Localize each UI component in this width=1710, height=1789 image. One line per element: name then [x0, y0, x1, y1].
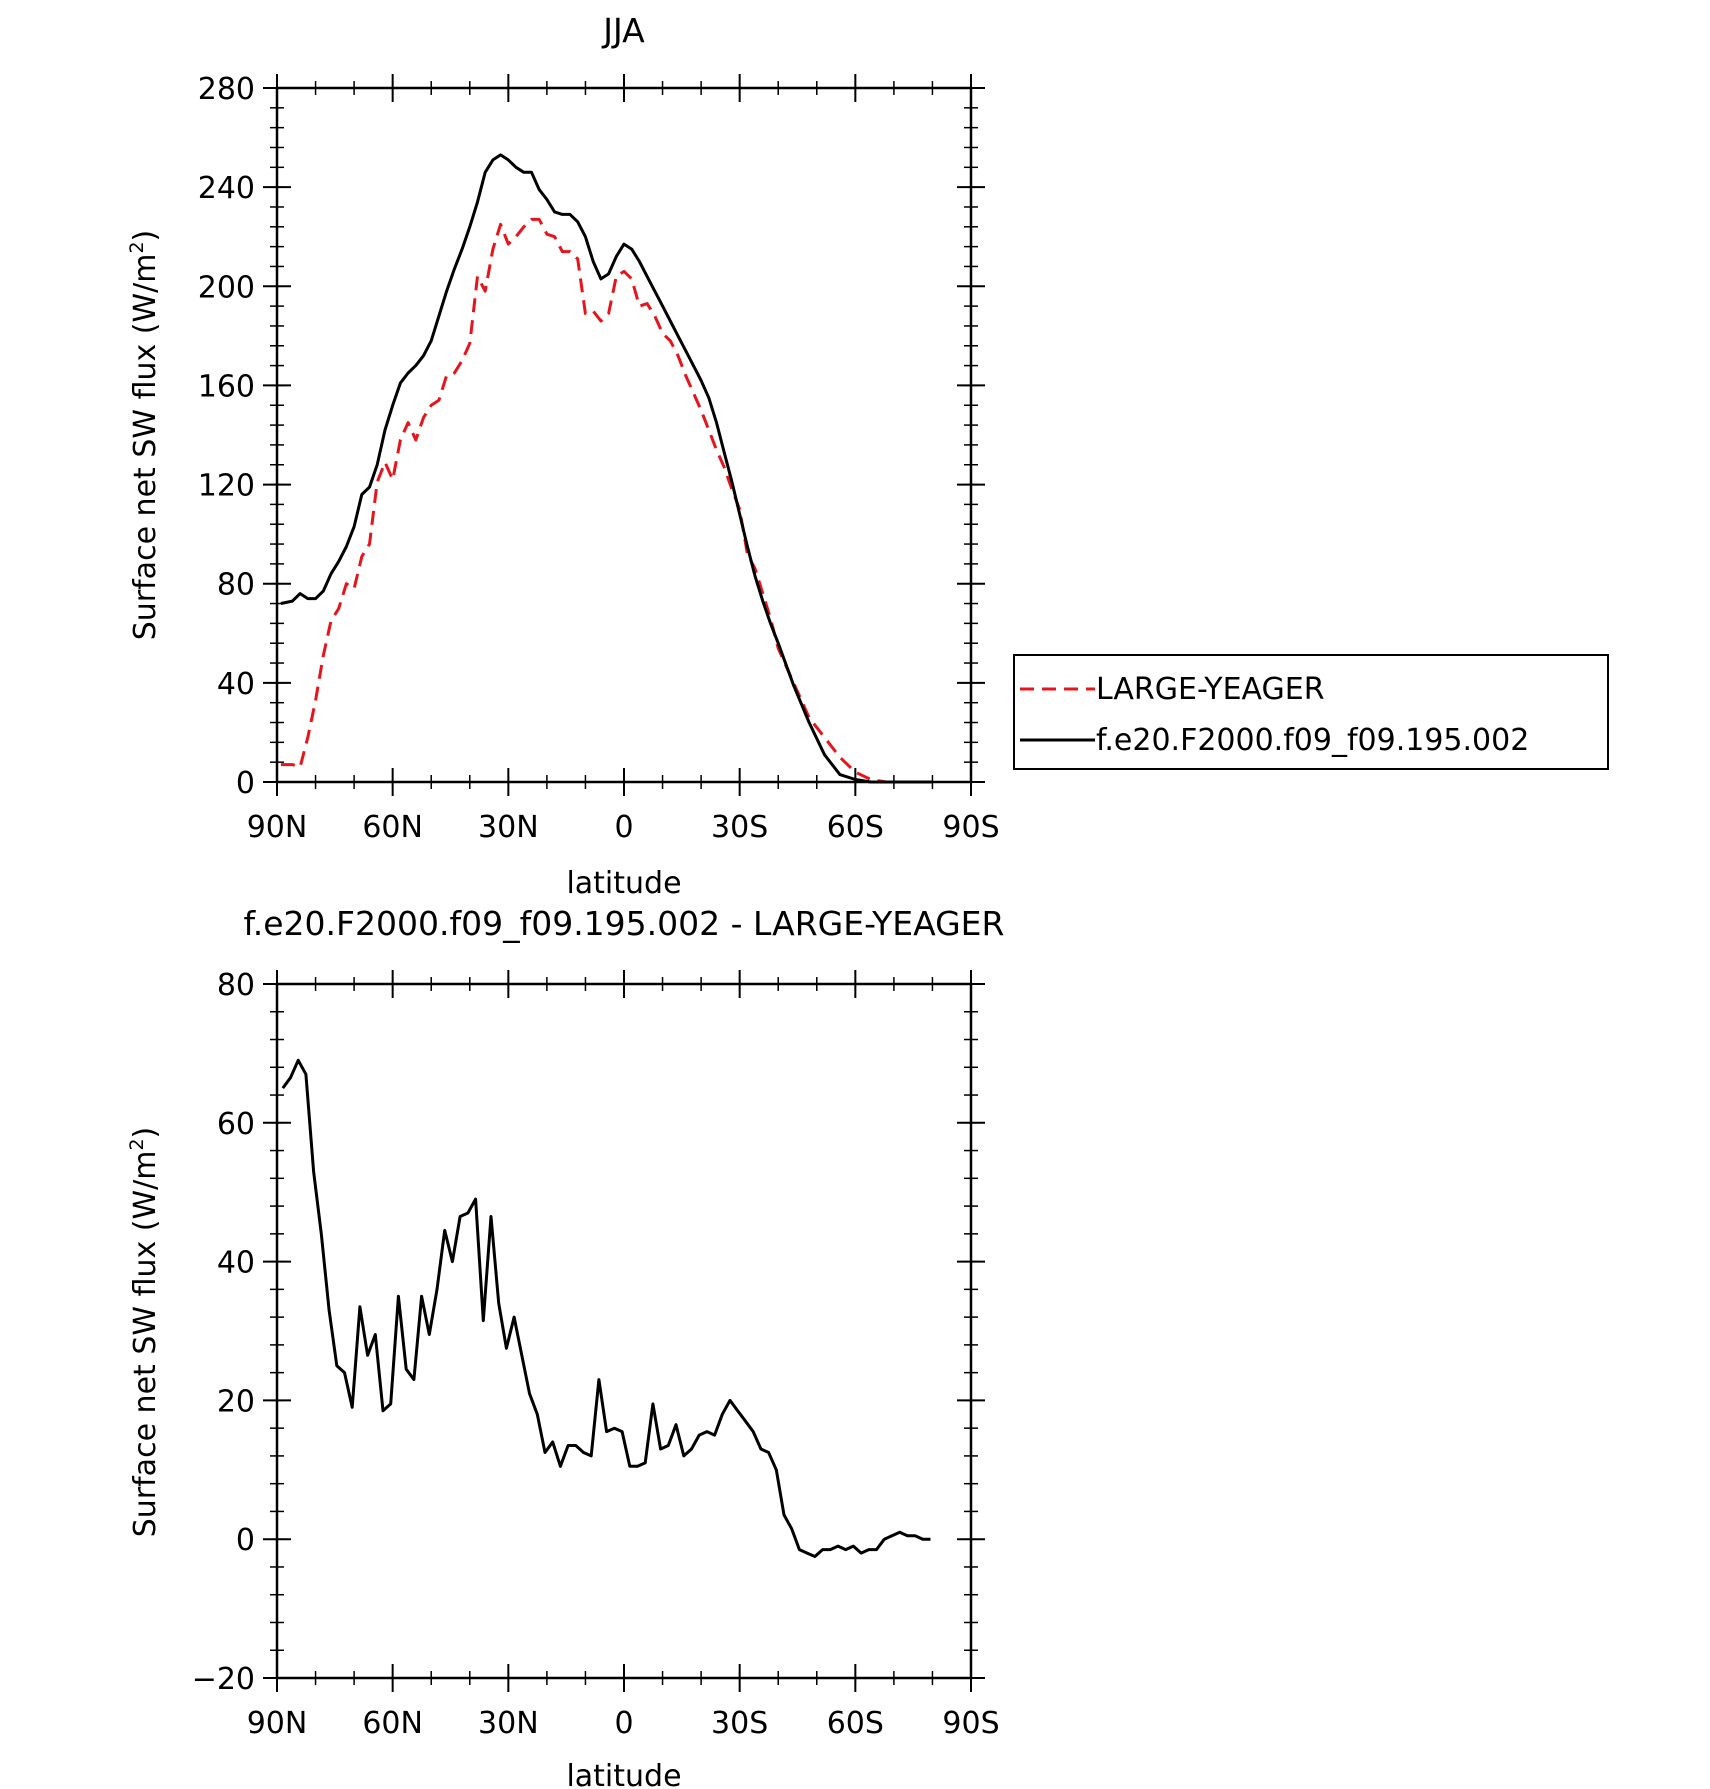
y-axis-label-superscript: 2	[126, 241, 148, 253]
y-tick-label: 40	[217, 1246, 255, 1281]
y-tick-label: −20	[192, 1662, 255, 1697]
x-tick-label: 60S	[827, 1706, 884, 1741]
x-tick-labels: 90N 60N 30N 0 30S 60S 90S	[247, 810, 1000, 845]
y-tick-labels: −20 0 20 40 60 80	[192, 968, 255, 1697]
y-tick-label: 80	[217, 968, 255, 1003]
y-axis-label-main: Surface net SW flux (W/m	[128, 254, 163, 641]
x-axis-label: latitude	[566, 866, 681, 901]
y-tick-label: 0	[236, 1523, 255, 1558]
series-line-difference	[281, 1058, 931, 1558]
y-tick-labels: 0 40 80 120 160 200 240 280	[198, 72, 255, 801]
series-line-f-e20-f2000-f09-f09-195-002	[280, 153, 933, 784]
panel-top: JJA 0 40 80 120 160 200 240 280 90N 60N 30N 0 30S 60…	[126, 11, 1609, 901]
x-axis-label: latitude	[566, 1759, 681, 1789]
y-tick-label: 280	[198, 72, 255, 107]
x-tick-label: 60S	[827, 810, 884, 845]
x-tick-label: 30S	[711, 1706, 768, 1741]
y-tick-label: 40	[217, 667, 255, 702]
x-tick-label: 90S	[942, 1706, 999, 1741]
legend-box	[1013, 654, 1609, 770]
plot-frame	[275, 86, 973, 784]
x-tick-label: 30N	[478, 810, 539, 845]
y-tick-label: 160	[198, 369, 255, 404]
x-tick-label: 60N	[362, 1706, 423, 1741]
legend-label-f-e20: f.e20.F2000.f09_f09.195.002	[1096, 723, 1529, 758]
y-axis-label-suffix: )	[128, 1127, 163, 1139]
y-tick-label: 120	[198, 469, 255, 504]
panel-bottom: f.e20.F2000.f09_f09.195.002 - LARGE-YEAG…	[126, 904, 1004, 1789]
y-axis-label-superscript: 2	[126, 1138, 148, 1150]
y-axis-label-main: Surface net SW flux (W/m	[128, 1151, 163, 1538]
tick-marks	[263, 970, 985, 1692]
x-tick-label: 30S	[711, 810, 768, 845]
x-tick-label: 90N	[247, 1706, 308, 1741]
x-tick-label: 60N	[362, 810, 423, 845]
x-tick-labels: 90N 60N 30N 0 30S 60S 90S	[247, 1706, 1000, 1741]
x-tick-label: 90N	[247, 810, 308, 845]
series-group	[281, 1058, 931, 1558]
y-tick-label: 200	[198, 270, 255, 305]
y-tick-label: 80	[217, 568, 255, 603]
legend-label-large-yeager: LARGE-YEAGER	[1096, 672, 1325, 707]
x-tick-label: 30N	[478, 1706, 539, 1741]
legend: LARGE-YEAGER f.e20.F2000.f09_f09.195.002	[1013, 654, 1609, 770]
y-axis-label-suffix: )	[128, 230, 163, 242]
y-tick-label: 0	[236, 766, 255, 801]
x-tick-label: 0	[614, 810, 633, 845]
y-tick-label: 240	[198, 171, 255, 206]
tick-marks	[263, 74, 985, 796]
chart-title: JJA	[601, 11, 645, 50]
y-tick-label: 20	[217, 1384, 255, 1419]
plot-frame	[275, 982, 973, 1680]
series-line-large-yeager	[280, 217, 933, 784]
y-axis-label: Surface net SW flux (W/m2)	[126, 1127, 163, 1538]
series-group	[280, 153, 933, 784]
x-tick-label: 90S	[942, 810, 999, 845]
y-axis-label: Surface net SW flux (W/m2)	[126, 230, 163, 641]
x-tick-label: 0	[614, 1706, 633, 1741]
y-tick-label: 60	[217, 1107, 255, 1142]
chart-title: f.e20.F2000.f09_f09.195.002 - LARGE-YEAG…	[244, 904, 1005, 943]
